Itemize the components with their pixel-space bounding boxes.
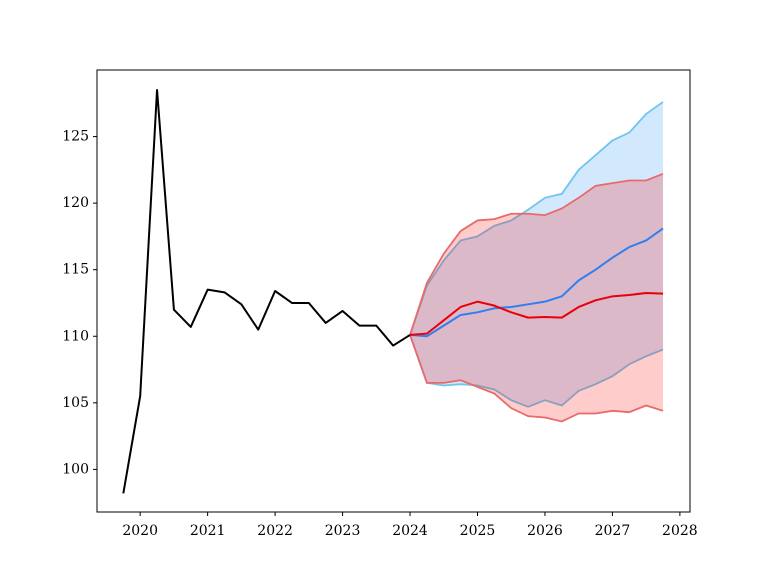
x-tick-label: 2026 — [527, 523, 563, 539]
y-tick-label: 100 — [62, 461, 89, 477]
series-line — [409, 227, 664, 338]
x-tick-label: 2023 — [325, 523, 361, 539]
x-tick-label: 2021 — [190, 523, 226, 539]
y-tick-label: 105 — [62, 395, 89, 411]
y-tick-label: 125 — [62, 129, 89, 145]
x-tick-label: 2028 — [662, 523, 698, 539]
x-tick-label: 2025 — [460, 523, 496, 539]
band-edge — [409, 173, 664, 336]
y-tick-label: 120 — [62, 195, 89, 211]
y-tick-label: 110 — [62, 328, 89, 344]
x-tick-label: 2020 — [122, 523, 158, 539]
series-line — [409, 291, 664, 336]
band-area — [410, 173, 664, 422]
series-line — [122, 88, 411, 494]
band-edge — [409, 334, 664, 423]
band-area — [410, 101, 664, 407]
band-edge — [409, 101, 664, 336]
plot-frame — [96, 69, 691, 513]
x-tick-label: 2024 — [392, 523, 428, 539]
x-tick-label: 2022 — [257, 523, 293, 539]
x-tick-label: 2027 — [595, 523, 631, 539]
y-tick-label: 115 — [62, 262, 89, 278]
band-edge — [409, 334, 664, 408]
